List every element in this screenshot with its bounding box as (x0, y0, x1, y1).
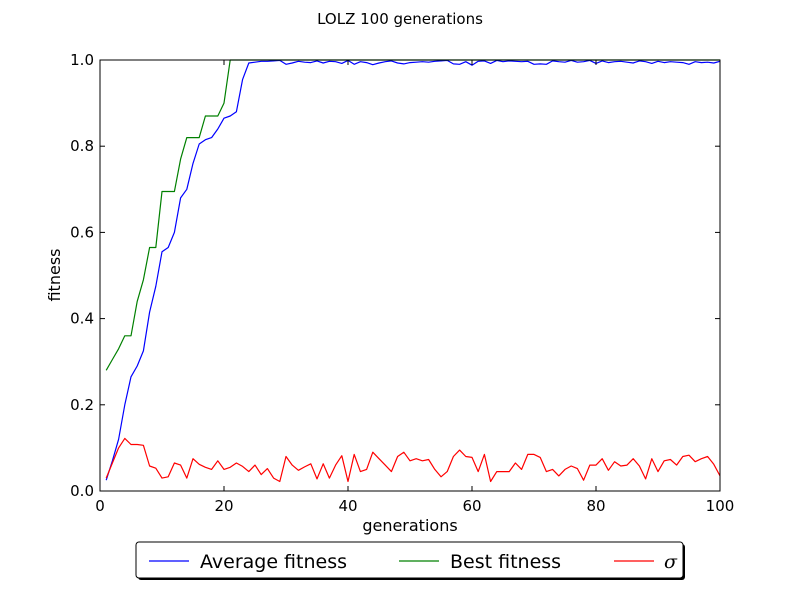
x-tick-label: 80 (586, 497, 605, 515)
legend-label-1: Best fitness (450, 551, 561, 573)
x-tick-label: 40 (338, 497, 357, 515)
legend: Average fitness Best fitness σ (135, 541, 685, 580)
plot-series-group (105, 59, 721, 483)
x-axis-ticks: 0 20 40 60 80 100 (95, 60, 734, 515)
chart-title: LOLZ 100 generations (317, 10, 483, 28)
x-tick-label: 20 (214, 497, 233, 515)
x-tick-label: 100 (706, 497, 735, 515)
y-tick-label: 0.4 (70, 310, 94, 328)
y-axis-ticks: 0.0 0.2 0.4 0.6 0.8 1.0 (70, 51, 720, 500)
x-tick-label: 60 (462, 497, 481, 515)
y-tick-label: 1.0 (70, 51, 94, 69)
x-axis-label: generations (362, 516, 457, 535)
legend-box (135, 541, 684, 579)
legend-label-2: σ (664, 551, 678, 573)
y-tick-label: 0.2 (70, 396, 94, 414)
y-axis-label: fitness (45, 248, 64, 301)
plot-frame (99, 59, 721, 492)
x-tick-label: 0 (95, 497, 105, 515)
series-line-2 (105, 437, 721, 483)
legend-label-0: Average fitness (200, 551, 347, 573)
series-line-1 (105, 59, 720, 371)
legend-items: Average fitness Best fitness σ (149, 551, 678, 573)
y-tick-label: 0.8 (70, 137, 94, 155)
y-tick-label: 0.6 (70, 223, 94, 241)
y-tick-label: 0.0 (70, 482, 94, 500)
series-line-0 (105, 59, 721, 481)
